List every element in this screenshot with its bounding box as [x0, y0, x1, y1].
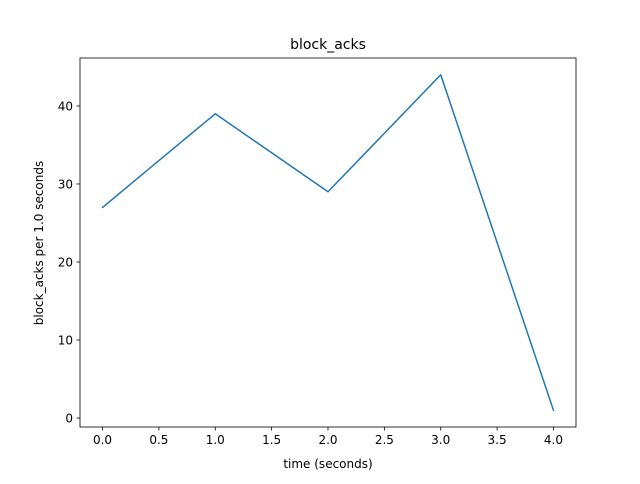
y-tick-label: 20	[58, 256, 73, 270]
x-tick-label: 0.5	[149, 433, 168, 447]
x-tick-label: 3.0	[431, 433, 450, 447]
x-tick-label: 2.5	[375, 433, 394, 447]
x-tick-label: 2.0	[318, 433, 337, 447]
x-tick-label: 4.0	[544, 433, 563, 447]
chart-title: block_acks	[290, 37, 366, 53]
y-tick-label: 0	[65, 412, 73, 426]
y-axis-label: block_acks per 1.0 seconds	[32, 161, 46, 326]
y-tick-label: 30	[58, 177, 73, 191]
y-tick-label: 40	[58, 99, 73, 113]
series-line-0	[101, 74, 555, 412]
x-tick-label: 0.0	[93, 433, 112, 447]
plot-area: 0.0 0.5 1.0 1.5 2.0 2.5 3.0 3.5 4.0 0 10 20 30 40	[58, 57, 577, 447]
x-tick-label: 3.5	[488, 433, 507, 447]
x-axis-label: time (seconds)	[283, 457, 372, 471]
y-tick-label: 10	[58, 334, 73, 348]
x-tick-label: 1.5	[262, 433, 281, 447]
x-tick-label: 1.0	[206, 433, 225, 447]
